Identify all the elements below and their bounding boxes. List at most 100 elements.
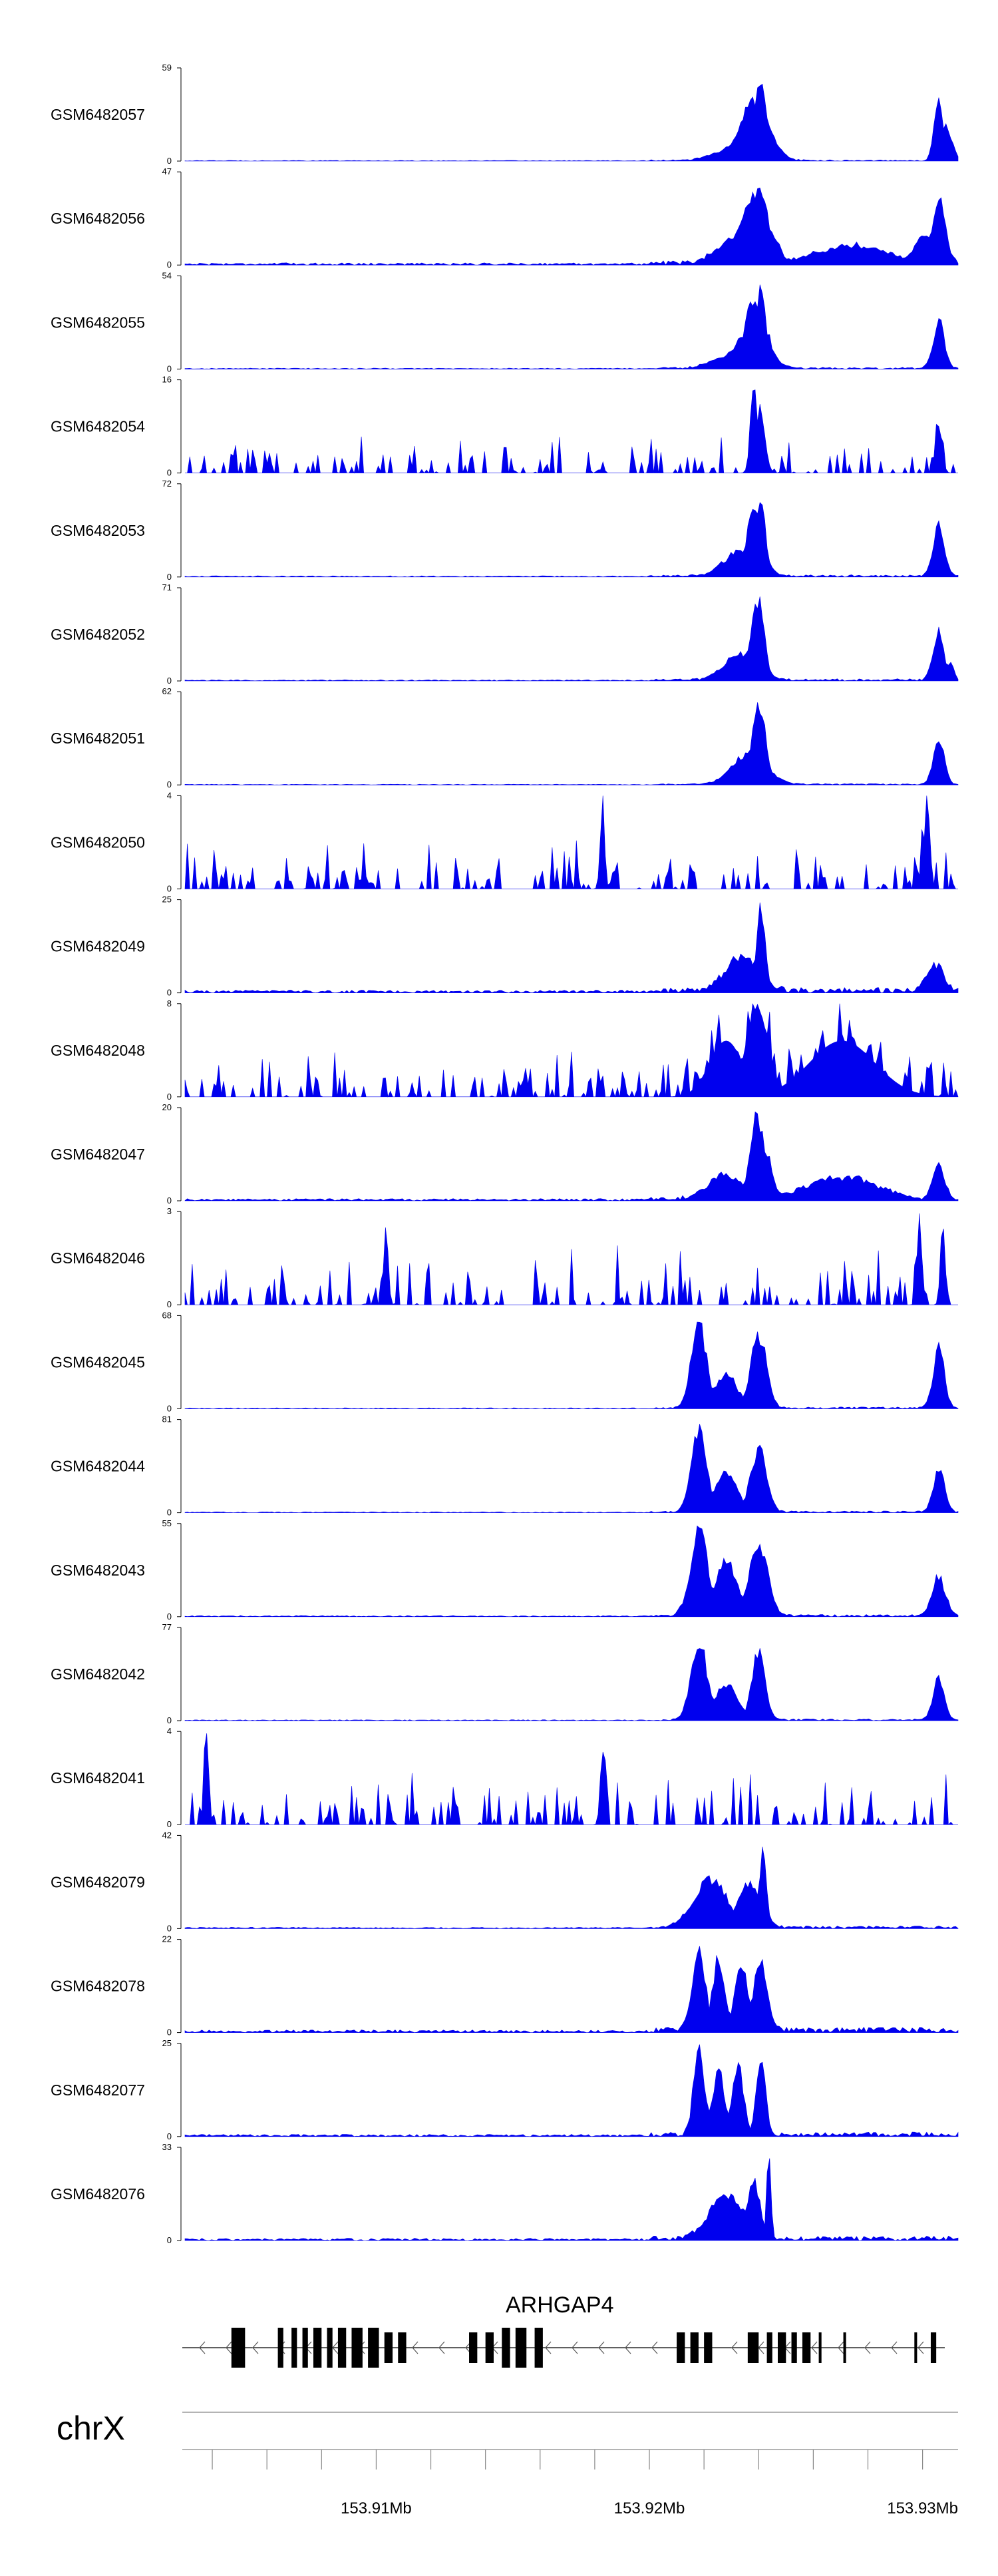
y-zero-label: 0 [167,260,172,270]
gene-exon [802,2332,811,2363]
gene-exon [677,2332,685,2363]
y-max-label: 62 [162,686,172,696]
coverage-area [184,1846,959,1929]
y-zero-label: 0 [167,363,172,373]
y-max-label: 4 [167,1726,172,1736]
y-zero-label: 0 [167,883,172,893]
y-max-label: 59 [162,63,172,73]
coverage-area [185,1733,958,1826]
track-label: GSM6482050 [51,833,145,851]
track-GSM6482056: GSM6482056 47 0 [51,166,959,270]
y-zero-label: 0 [167,676,172,686]
track-label: GSM6482051 [51,730,145,747]
gene-exon [398,2332,407,2363]
coverage-area [184,1424,959,1513]
gene-exon [384,2332,393,2363]
y-zero-label: 0 [167,1923,172,1933]
gene-exon [704,2332,713,2363]
strand-arrow [332,2341,339,2354]
strand-arrow [625,2341,631,2354]
track-label: GSM6482078 [51,1978,145,1995]
coverage-area [184,902,959,993]
track-label: GSM6482046 [51,1249,145,1267]
strand-arrow [651,2341,658,2354]
coverage-area [185,389,958,474]
y-max-label: 71 [162,582,172,592]
strand-arrow [917,2341,924,2354]
track-label: GSM6482045 [51,1353,145,1371]
track-label: GSM6482053 [51,522,145,539]
track-GSM6482054: GSM6482054 16 0 [51,375,958,478]
coverage-area [184,1946,959,2034]
y-max-label: 33 [162,2142,172,2152]
track-label: GSM6482056 [51,210,145,227]
y-max-label: 25 [162,895,172,905]
track-GSM6482057: GSM6482057 59 0 [51,63,959,166]
y-zero-label: 0 [167,2235,172,2245]
y-zero-label: 0 [167,1611,172,1621]
gene-exon [766,2332,772,2363]
y-zero-label: 0 [167,2131,172,2141]
track-label: GSM6482047 [51,1146,145,1163]
y-zero-label: 0 [167,156,172,166]
track-GSM6482051: GSM6482051 62 0 [51,686,959,789]
gene-exon [914,2332,917,2363]
gene-exon [231,2328,246,2368]
axis-tick-label: 153.92Mb [614,2499,685,2517]
coverage-area [184,2158,959,2241]
strand-arrow [891,2341,898,2354]
coverage-area [184,1321,959,1409]
track-GSM6482077: GSM6482077 25 0 [51,2038,959,2141]
y-max-label: 25 [162,2038,172,2048]
strand-arrow [864,2341,871,2354]
gene-exon [291,2328,297,2368]
gene-exon [818,2332,822,2363]
gene-exon [515,2328,527,2368]
y-zero-label: 0 [167,1299,172,1309]
track-label: GSM6482044 [51,1458,145,1475]
coverage-area [184,2044,959,2137]
y-max-label: 4 [167,790,172,800]
coverage-area [184,1111,959,1201]
track-label: GSM6482077 [51,2081,145,2099]
coverage-area [184,502,959,578]
y-max-label: 55 [162,1518,172,1528]
axis-tick-label: 153.93Mb [887,2499,958,2517]
track-GSM6482049: GSM6482049 25 0 [51,895,959,998]
gene-exon [277,2328,283,2368]
coverage-area [184,596,959,682]
track-GSM6482043: GSM6482043 55 0 [51,1518,959,1621]
chromosome-label: chrX [57,2410,125,2447]
coverage-area [184,795,958,890]
y-max-label: 42 [162,1830,172,1840]
strand-arrow [572,2341,578,2354]
y-max-label: 72 [162,479,172,489]
track-GSM6482050: GSM6482050 4 0 [51,790,958,893]
track-GSM6482055: GSM6482055 54 0 [51,270,959,373]
y-max-label: 20 [162,1102,172,1112]
gene-exon [778,2332,786,2363]
genome-axis: chrX 153.91Mb 153.92Mb 153.93Mb [57,2410,958,2517]
track-label: GSM6482042 [51,1665,145,1683]
y-max-label: 3 [167,1206,172,1216]
y-max-label: 81 [162,1414,172,1424]
y-max-label: 68 [162,1310,172,1320]
coverage-area [184,284,959,369]
gene-exon [791,2332,797,2363]
track-label: GSM6482041 [51,1769,145,1787]
y-zero-label: 0 [167,988,172,998]
y-zero-label: 0 [167,572,172,582]
track-GSM6482078: GSM6482078 22 0 [51,1934,959,2038]
track-label: GSM6482043 [51,1562,145,1579]
y-zero-label: 0 [167,468,172,478]
gene-exon [843,2332,846,2363]
gene-name-label: ARHGAP4 [506,2292,614,2318]
strand-arrow [731,2341,738,2354]
strand-arrow [838,2341,844,2354]
y-zero-label: 0 [167,1819,172,1829]
track-GSM6482079: GSM6482079 42 0 [51,1830,959,1933]
gene-exon [502,2328,510,2368]
gene-exon [327,2328,333,2368]
gene-exon [368,2328,379,2368]
